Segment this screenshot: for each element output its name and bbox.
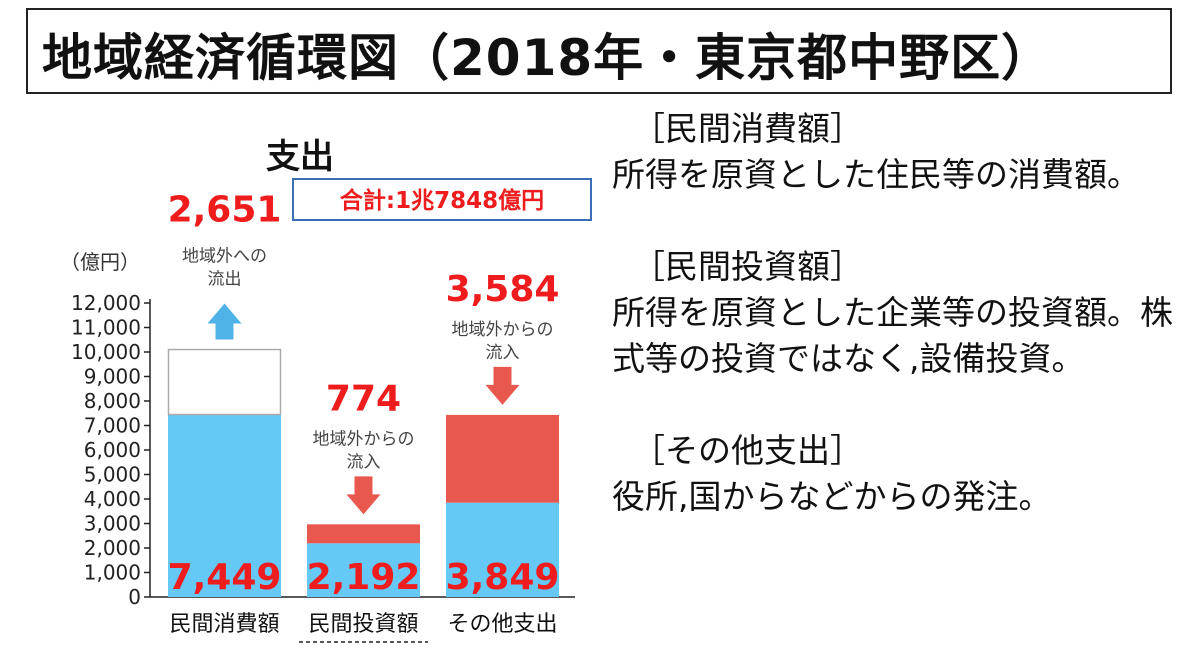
arrow-up-icon	[207, 303, 242, 340]
y-tick-label: 3,000	[84, 512, 141, 536]
arrow-down-icon	[346, 476, 381, 515]
category-label: その他支出	[447, 612, 557, 637]
bar-inflow-1	[307, 524, 420, 544]
arrow-down-icon	[485, 366, 520, 405]
y-tick-label: 9,000	[84, 365, 141, 389]
y-tick-label: 5,000	[84, 463, 141, 487]
flow-value-label: 2,651	[168, 190, 282, 231]
flow-annotation: 流入	[486, 343, 520, 363]
y-axis-unit: （億円）	[60, 250, 140, 274]
category-label: 民間消費額	[169, 612, 279, 637]
bar-inflow-2	[446, 414, 559, 503]
flow-value-label: 774	[326, 378, 401, 419]
description-heading: ［民間消費額］	[632, 109, 863, 148]
flow-annotation: 流入	[347, 452, 381, 472]
flow-value-label: 3,584	[446, 269, 560, 310]
description-investment: ［民間投資額］ 所得を原資とした企業等の投資額。株式等の投資ではなく,設備投資。	[612, 244, 1187, 382]
y-tick-label: 8,000	[84, 389, 141, 413]
description-heading: ［民間投資額］	[632, 247, 863, 286]
y-tick-label: 10,000	[71, 340, 141, 364]
flow-annotation: 地域外への	[182, 247, 267, 267]
bar-base-2	[446, 502, 559, 597]
y-tick-label: 12,000	[71, 291, 141, 315]
description-other: ［その他支出］ 役所,国からなどからの発注。	[612, 428, 1187, 520]
base-value-label: 2,192	[307, 557, 421, 598]
title-box: 地域経済循環図（2018年・東京都中野区）	[26, 8, 1172, 94]
total-label: 合計:1兆7848億円	[340, 187, 544, 214]
bar-outflow-0	[167, 348, 282, 416]
descriptions-panel: ［民間消費額］ 所得を原資とした住民等の消費額。 ［民間投資額］ 所得を原資とし…	[612, 106, 1187, 566]
y-tick-label: 0	[128, 585, 141, 609]
bar-base-0	[168, 414, 281, 597]
description-body: 役所,国からなどからの発注。	[612, 477, 1052, 516]
description-consumption: ［民間消費額］ 所得を原資とした住民等の消費額。	[612, 106, 1187, 198]
flow-annotation: 流出	[208, 270, 242, 290]
chart-area: 支出 合計:1兆7848億円 （億円） 0 1,000 2,000 3,000 4,000 5,…	[0, 100, 600, 660]
description-body: 所得を原資とした企業等の投資額。株式等の投資ではなく,設備投資。	[612, 293, 1173, 378]
y-tick-label: 1,000	[84, 561, 141, 585]
base-value-label: 7,449	[168, 557, 282, 598]
chart-title: 支出	[266, 137, 334, 177]
description-body: 所得を原資とした住民等の消費額。	[612, 155, 1140, 194]
base-value-label: 3,849	[446, 557, 560, 598]
y-tick-label: 7,000	[84, 414, 141, 438]
description-heading: ［その他支出］	[632, 431, 863, 470]
flow-annotation: 地域外からの	[452, 320, 554, 340]
y-tick-label: 2,000	[84, 536, 141, 560]
page-title: 地域経済循環図（2018年・東京都中野区）	[42, 29, 1053, 87]
category-label: 民間投資額	[308, 612, 418, 637]
y-tick-label: 6,000	[84, 438, 141, 462]
y-tick-label: 11,000	[71, 316, 141, 340]
flow-annotation: 地域外からの	[313, 429, 415, 449]
y-tick-label: 4,000	[84, 487, 141, 511]
bar-base-1	[307, 543, 420, 597]
total-box	[292, 178, 592, 221]
